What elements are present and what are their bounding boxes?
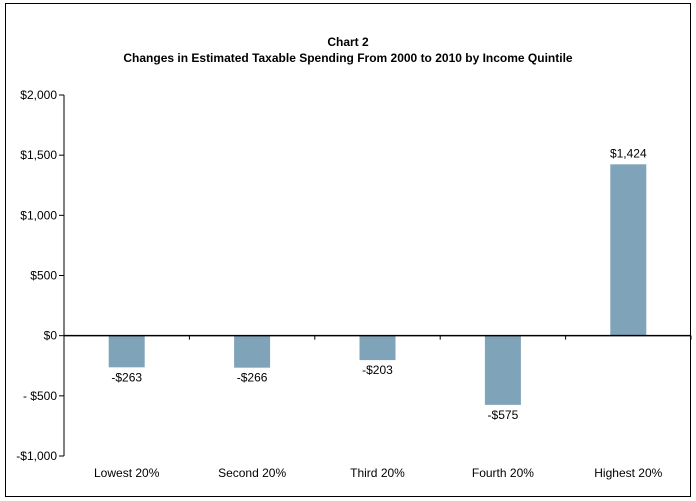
data-label: -$263 [111, 370, 142, 384]
x-category-label: Highest 20% [594, 466, 662, 480]
y-tick-label: $1,000 [20, 208, 57, 222]
y-tick-label: $2,000 [20, 88, 57, 102]
y-tick-label: - $500 [23, 389, 57, 403]
bar [108, 335, 145, 368]
data-label: -$575 [488, 408, 519, 422]
bar [234, 335, 271, 368]
x-category-label: Fourth 20% [472, 466, 534, 480]
chart-title: Chart 2 [327, 35, 369, 49]
chart-title-block: Chart 2 Changes in Estimated Taxable Spe… [6, 34, 690, 66]
y-tick-label: $1,500 [20, 148, 57, 162]
y-tick-label: -$1,000 [16, 449, 57, 463]
data-label: -$203 [362, 363, 393, 377]
x-category-label: Lowest 20% [94, 466, 160, 480]
x-category-label: Second 20% [218, 466, 286, 480]
bar [484, 335, 521, 405]
y-tick-label: $500 [30, 269, 57, 283]
data-label: -$266 [237, 371, 268, 385]
bar [610, 164, 647, 336]
bar [359, 335, 396, 361]
data-label: $1,424 [610, 146, 647, 160]
chart-subtitle: Changes in Estimated Taxable Spending Fr… [123, 51, 573, 65]
chart-frame: Chart 2 Changes in Estimated Taxable Spe… [5, 3, 691, 497]
x-category-label: Third 20% [350, 466, 405, 480]
y-tick-label: $0 [44, 329, 58, 343]
